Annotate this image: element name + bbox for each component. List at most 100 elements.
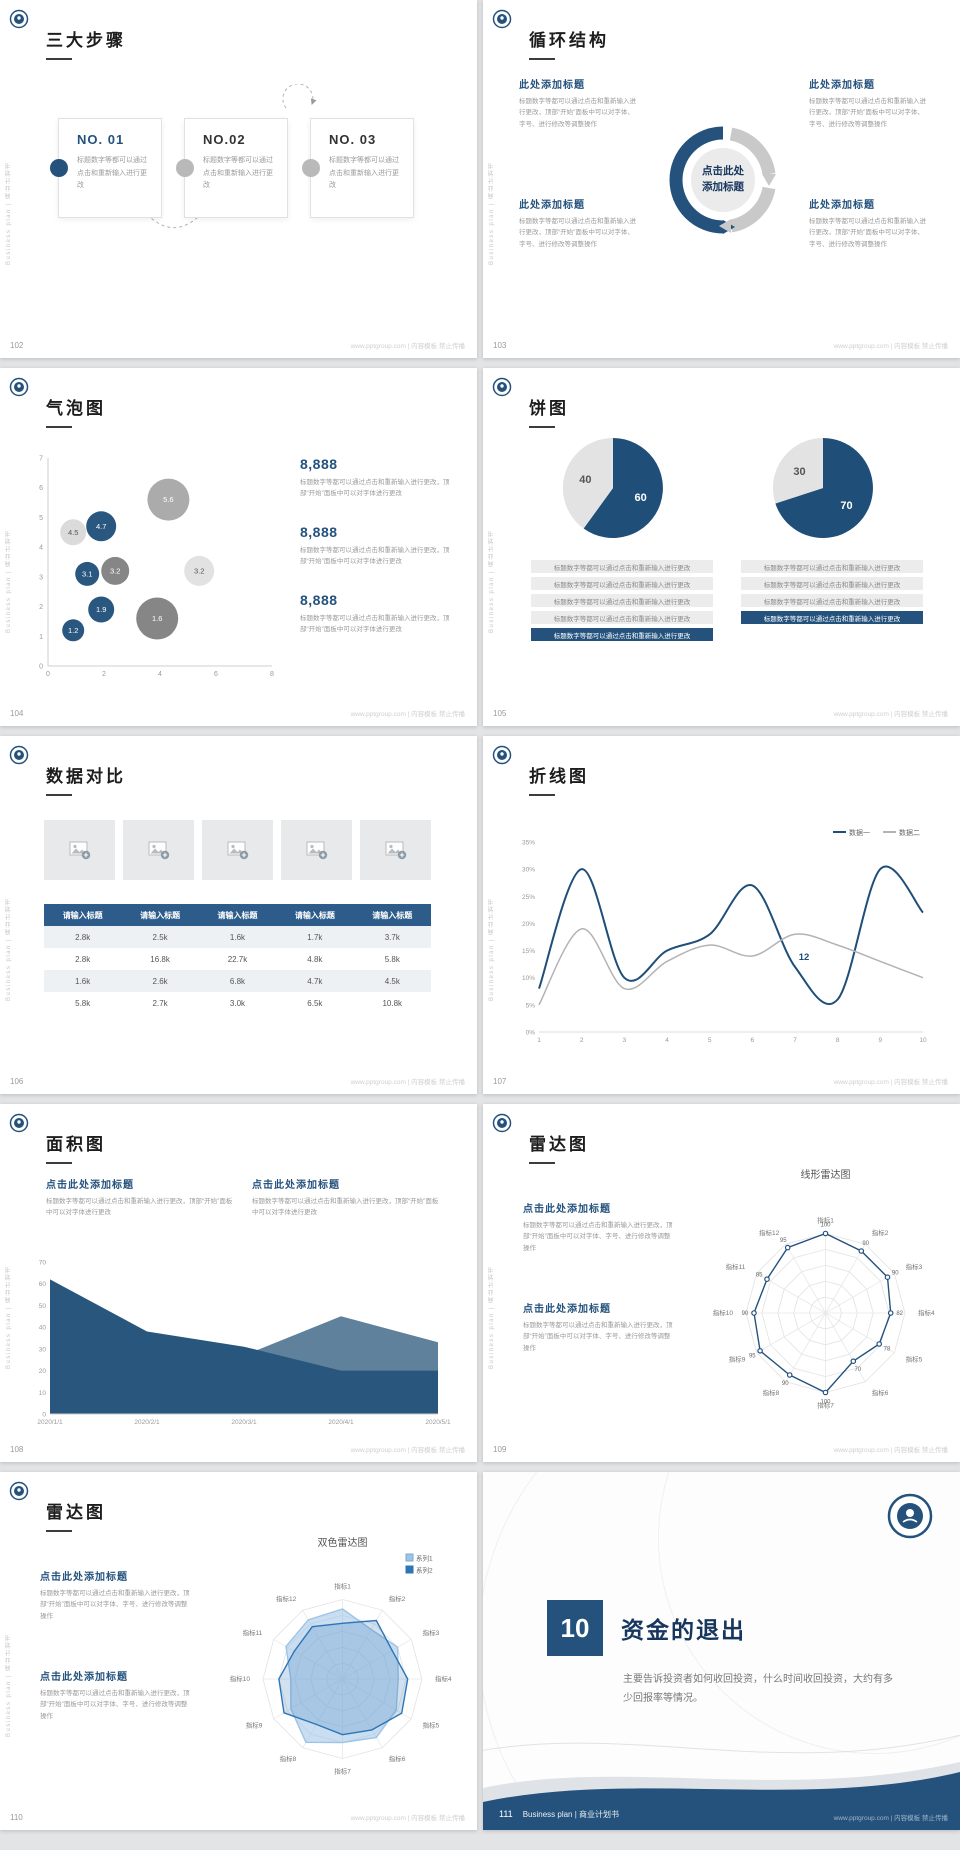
svg-text:双色雷达图: 双色雷达图 [318, 1536, 368, 1549]
svg-text:指标11: 指标11 [243, 1628, 263, 1637]
svg-text:指标11: 指标11 [726, 1262, 746, 1271]
table-row: 5.8k 2.7k 3.0k 6.5k 10.8k [44, 992, 431, 1014]
page-number: 111 [499, 1809, 513, 1819]
slide-108[interactable]: Business plan | 商业计划书 面积图 点击此处添加标题 标题数字等… [0, 1104, 477, 1462]
svg-text:指标10: 指标10 [713, 1308, 734, 1317]
caption-body: 标题数字等都可以通过点击和重新输入进行更改，顶部“开始”面板中可以对字体、字号、… [40, 1590, 190, 1620]
table-cell: 10.8k [382, 998, 403, 1008]
logo-icon [9, 1481, 29, 1501]
caption-heading: 点击此处添加标题 [40, 1672, 128, 1683]
svg-text:指标8: 指标8 [280, 1754, 297, 1763]
section-description: 主要告诉投资者如何收回投资，什么时间收回投资，大约有多少回报率等情况。 [623, 1674, 893, 1704]
slide-104[interactable]: Business plan | 商业计划书 气泡图 0 1 2 3 4 5 6 7 0 2 4 6 8 4… [0, 368, 477, 726]
footer-url: www.pptgroup.com | 内容模板 禁止传播 [833, 343, 948, 350]
logo-icon [492, 9, 512, 29]
logo-icon [9, 1113, 29, 1133]
pie-note: 标题数字等都可以通过点击和重新输入进行更改 [741, 560, 923, 573]
slide-105[interactable]: Business plan | 商业计划书 饼图 60 40 70 30 标题数字等… [483, 368, 960, 726]
cycle-diagram: 点击此处添加标题 [665, 122, 781, 238]
svg-text:8: 8 [270, 671, 274, 678]
slide-106[interactable]: Business plan | 商业计划书 数据对比 请输入标题 请输入标题 请输入… [0, 736, 477, 1094]
slide-102[interactable]: Business plan | 商业计划书 三大步骤 NO. 01 标题数字等都… [0, 0, 477, 358]
stat-block: 8,888 标题数字等都可以通过点击和重新输入进行更改，顶部“开始”面板中可以对… [300, 592, 452, 636]
svg-text:30: 30 [793, 466, 805, 478]
svg-text:3: 3 [39, 574, 43, 581]
svg-text:8: 8 [836, 1037, 840, 1044]
pie-note: 标题数字等都可以通过点击和重新输入进行更改 [741, 594, 923, 607]
svg-text:40: 40 [579, 474, 591, 486]
svg-text:3.2: 3.2 [110, 566, 120, 575]
svg-text:数据一: 数据一 [849, 828, 870, 837]
caption-body: 标题数字等都可以通过点击和重新输入进行更改，顶部“开始”面板中可以对字体进行更改 [252, 1198, 439, 1217]
svg-text:1.9: 1.9 [96, 605, 106, 614]
caption-block: 点击此处添加标题 标题数字等都可以通过点击和重新输入进行更改，顶部“开始”面板中… [523, 1300, 675, 1354]
stats-column: 8,888 标题数字等都可以通过点击和重新输入进行更改，顶部“开始”面板中可以对… [300, 456, 452, 659]
cycle-item: 此处添加标题 标题数字等都可以通过点击和重新输入进行更改，顶部“开始”面板中可以… [809, 196, 927, 250]
caption-body: 标题数字等都可以通过点击和重新输入进行更改，顶部“开始”面板中可以对字体、字号、… [40, 1690, 190, 1720]
stat-value: 8,888 [300, 591, 338, 608]
svg-text:系列2: 系列2 [416, 1566, 433, 1575]
step-notch [176, 159, 194, 177]
svg-text:指标1: 指标1 [334, 1582, 351, 1591]
svg-text:1: 1 [39, 634, 43, 641]
table-cell: 4.5k [353, 970, 431, 992]
footer-url: www.pptgroup.com | 内容模板 禁止传播 [350, 1447, 465, 1454]
side-watermark: Business plan | 商业计划书 [6, 161, 12, 265]
slide-107[interactable]: Business plan | 商业计划书 折线图 0% 5% 10% 15% 20% 2… [483, 736, 960, 1094]
table-cell: 1.6k [44, 970, 122, 992]
svg-text:60: 60 [634, 492, 646, 504]
svg-text:70: 70 [854, 1367, 861, 1373]
svg-text:5: 5 [39, 515, 43, 522]
slide-title: 数据对比 [46, 762, 126, 796]
footer-url: www.pptgroup.com | 内容模板 禁止传播 [833, 711, 948, 718]
page-number: 105 [493, 709, 507, 718]
svg-text:70: 70 [39, 1260, 47, 1267]
cycle-arrows-icon [669, 126, 776, 234]
cycle-item: 此处添加标题 标题数字等都可以通过点击和重新输入进行更改，顶部“开始”面板中可以… [519, 196, 637, 250]
caption-heading: 点击此处添加标题 [46, 1180, 134, 1191]
table-header-cell: 请输入标题 [198, 904, 277, 926]
step-notch [50, 159, 68, 177]
slide-title: 三大步骤 [46, 26, 126, 60]
footer-url: www.pptgroup.com | 内容模板 禁止传播 [350, 1079, 465, 1086]
svg-text:指标7: 指标7 [334, 1767, 351, 1776]
slide-111[interactable]: 10 资金的退出 主要告诉投资者如何收回投资，什么时间收回投资，大约有多少回报率… [483, 1472, 960, 1830]
svg-text:4.5: 4.5 [68, 528, 78, 537]
svg-text:指标12: 指标12 [276, 1594, 297, 1603]
svg-text:指标10: 指标10 [230, 1674, 251, 1683]
svg-text:20%: 20% [522, 921, 535, 928]
area-chart: 0 10 20 30 40 50 60 70 2020/1/1 2020/2/1 2020/3/1 2… [37, 1260, 451, 1427]
table-cell: 2.5k [121, 926, 199, 948]
svg-text:85: 85 [756, 1273, 763, 1279]
section-number: 10 [547, 1600, 603, 1656]
svg-text:2020/5/1: 2020/5/1 [425, 1419, 451, 1426]
svg-text:82: 82 [896, 1311, 903, 1317]
svg-text:指标5: 指标5 [423, 1720, 440, 1729]
step-number: NO. 01 [77, 132, 125, 147]
svg-text:60: 60 [39, 1281, 47, 1288]
cycle-item-body: 标题数字等都可以通过点击和重新输入进行更改，顶部“开始”面板中可以对字体、字号、… [809, 218, 926, 248]
cycle-item-body: 标题数字等都可以通过点击和重新输入进行更改，顶部“开始”面板中可以对字体、字号、… [809, 98, 926, 128]
side-watermark: Business plan | 商业计划书 [489, 897, 495, 1001]
slide-110[interactable]: Business plan | 商业计划书 雷达图 点击此处添加标题 标题数字等… [0, 1472, 477, 1830]
svg-text:指标2: 指标2 [872, 1228, 889, 1237]
stat-block: 8,888 标题数字等都可以通过点击和重新输入进行更改，顶部“开始”面板中可以对… [300, 524, 452, 568]
svg-text:指标6: 指标6 [389, 1754, 406, 1763]
svg-text:4.7: 4.7 [96, 522, 106, 531]
slide-109[interactable]: Business plan | 商业计划书 雷达图 点击此处添加标题 标题数字等… [483, 1104, 960, 1462]
table-cell: 3.0k [229, 998, 246, 1008]
comparison-table: 请输入标题 请输入标题 请输入标题 请输入标题 请输入标题 2.8k 2.5k 1.6k 1.7… [44, 904, 431, 1014]
caption-heading: 点击此处添加标题 [523, 1304, 611, 1315]
slide-103[interactable]: Business plan | 商业计划书 循环结构 此处添加标题 标题数字等都… [483, 0, 960, 358]
stat-value: 8,888 [300, 456, 338, 472]
side-watermark: Business plan | 商业计划书 [6, 529, 12, 633]
page-number: 110 [10, 1813, 23, 1822]
svg-text:4: 4 [158, 671, 162, 678]
table-cell: 2.8k [75, 954, 91, 964]
svg-text:3.1: 3.1 [82, 569, 92, 578]
svg-text:4: 4 [665, 1037, 669, 1044]
svg-text:1.6: 1.6 [152, 614, 162, 623]
svg-text:2: 2 [102, 671, 106, 678]
